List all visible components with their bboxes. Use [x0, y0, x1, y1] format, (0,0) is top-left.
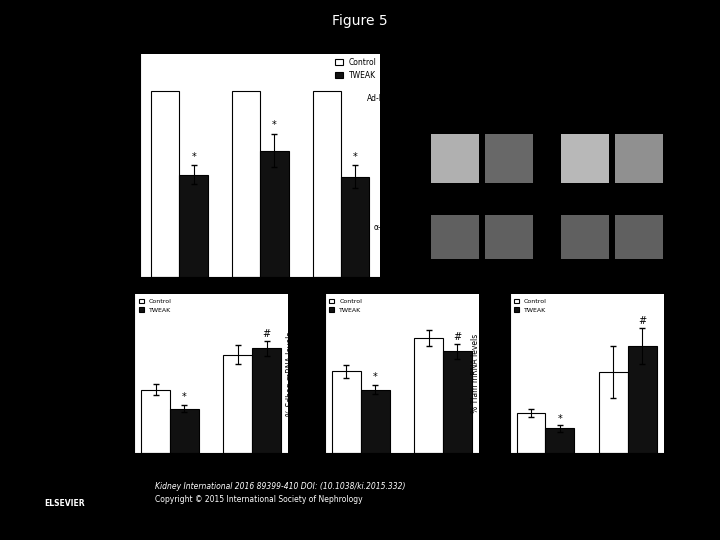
Bar [517, 414, 546, 453]
Bar [561, 134, 609, 184]
Bar [615, 214, 663, 259]
Bar [141, 389, 170, 453]
Text: #: # [638, 316, 647, 326]
Text: *: * [182, 392, 186, 402]
Text: Figure 5: Figure 5 [332, 14, 388, 28]
Y-axis label: % mRNA levels: % mRNA levels [100, 133, 109, 198]
Text: 24 h: 24 h [480, 60, 501, 71]
Text: Copyright © 2015 International Society of Nephrology: Copyright © 2015 International Society o… [155, 495, 362, 504]
Bar [426, 210, 672, 264]
Bar [313, 91, 341, 277]
Bar [179, 175, 208, 277]
Bar [561, 214, 609, 259]
Bar [261, 151, 289, 277]
Text: b: b [394, 40, 404, 55]
Legend: Control, TWEAK: Control, TWEAK [138, 298, 173, 314]
Text: c: c [101, 284, 109, 298]
Legend: Control, TWEAK: Control, TWEAK [328, 298, 364, 314]
Bar [252, 348, 281, 453]
Text: a: a [87, 40, 97, 55]
Bar [341, 177, 369, 277]
Bar [426, 130, 672, 188]
Text: +: + [498, 93, 506, 104]
Text: α-Tubulin: α-Tubulin [374, 224, 408, 233]
Bar [151, 91, 179, 277]
Y-axis label: % Tlam mRNA levels: % Tlam mRNA levels [471, 334, 480, 413]
Bar [332, 372, 361, 453]
Text: −: − [574, 93, 582, 104]
Y-axis label: % Ndufls mRNA levels: % Ndufls mRNA levels [95, 332, 104, 416]
Bar [170, 409, 199, 453]
Text: #: # [454, 332, 462, 342]
Text: *: * [353, 152, 358, 162]
Text: *: * [272, 120, 277, 130]
Bar [223, 355, 252, 453]
Bar [431, 214, 479, 259]
Text: ELSEVIER: ELSEVIER [45, 499, 85, 508]
Text: PGC-1α: PGC-1α [380, 150, 408, 159]
Bar [232, 91, 261, 277]
Bar [599, 372, 628, 453]
Text: *: * [192, 152, 196, 162]
Bar [546, 429, 575, 453]
Text: *: * [557, 414, 562, 424]
Legend: Control, TWEAK: Control, TWEAK [335, 58, 377, 79]
Text: #: # [263, 329, 271, 339]
Y-axis label: % Sdhoα mRNA levels: % Sdhoα mRNA levels [286, 332, 295, 416]
Text: −: − [628, 93, 636, 104]
Bar [414, 338, 443, 453]
Legend: Control, TWEAK: Control, TWEAK [513, 298, 548, 314]
Bar [615, 134, 663, 184]
Text: Kidney International 2016 89399-410 DOI: (10.1038/ki.2015.332): Kidney International 2016 89399-410 DOI:… [155, 482, 405, 491]
Text: Ad-PGC-1α: Ad-PGC-1α [367, 94, 408, 103]
Bar [443, 352, 472, 453]
Text: *: * [373, 372, 377, 382]
Text: 48 h: 48 h [604, 60, 626, 71]
Bar [485, 214, 533, 259]
Bar [431, 134, 479, 184]
Bar [628, 346, 657, 453]
Bar [361, 389, 390, 453]
Text: −: − [444, 93, 452, 104]
Bar [485, 134, 533, 184]
